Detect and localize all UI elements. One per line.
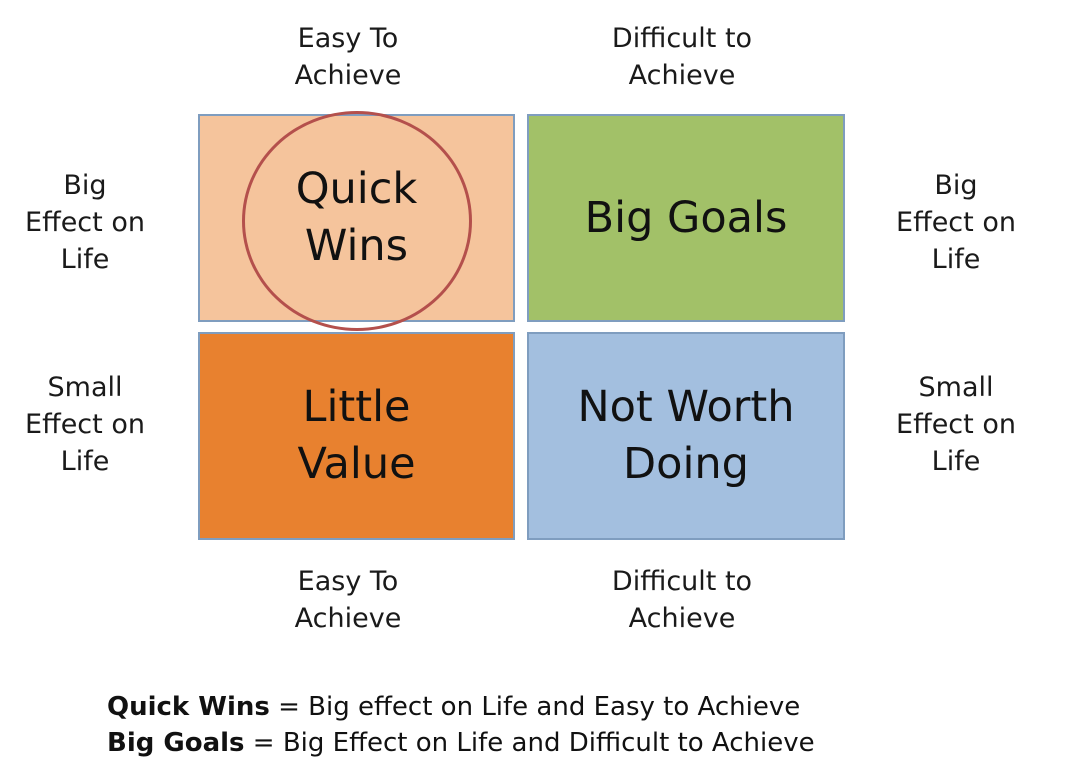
column-label-line: Achieve bbox=[294, 60, 402, 91]
column-label-line: Easy To bbox=[297, 23, 399, 54]
quadrant-not-worth-doing: Not Worth Doing bbox=[527, 332, 845, 540]
quadrant-title-line: Doing bbox=[623, 439, 749, 489]
row-label-left-bottom: Small Effect on Life bbox=[5, 369, 165, 480]
row-label-line: Effect on bbox=[896, 409, 1016, 440]
row-label-right-bottom: Small Effect on Life bbox=[876, 369, 1036, 480]
legend-term: Big Goals bbox=[107, 728, 245, 758]
legend-definition: = Big Effect on Life and Difficult to Ac… bbox=[244, 728, 815, 758]
column-label-line: Difficult to bbox=[611, 23, 753, 54]
quadrant-title-line: Big Goals bbox=[584, 192, 788, 243]
column-label-line: Achieve bbox=[628, 60, 736, 91]
row-label-line: Effect on bbox=[896, 207, 1016, 238]
quadrant-title: Not Worth Doing bbox=[577, 379, 794, 493]
quadrant-little-value: Little Value bbox=[198, 332, 515, 540]
column-label-line: Achieve bbox=[294, 603, 402, 634]
quadrant-title: Little Value bbox=[297, 379, 415, 493]
column-label-top-right: Difficult to Achieve bbox=[562, 20, 802, 94]
row-label-line: Small bbox=[47, 372, 123, 403]
row-label-line: Life bbox=[60, 244, 110, 275]
column-label-line: Easy To bbox=[297, 566, 399, 597]
row-label-right-top: Big Effect on Life bbox=[876, 167, 1036, 278]
row-label-line: Effect on bbox=[25, 207, 145, 238]
column-label-line: Achieve bbox=[628, 603, 736, 634]
quadrant-title-line: Little bbox=[302, 382, 411, 432]
legend-line-quick-wins: Quick Wins = Big effect on Life and Easy… bbox=[107, 689, 800, 725]
row-label-line: Life bbox=[931, 244, 981, 275]
legend-term: Quick Wins bbox=[107, 692, 270, 722]
row-label-line: Small bbox=[918, 372, 994, 403]
column-label-bottom-right: Difficult to Achieve bbox=[562, 563, 802, 637]
row-label-line: Big bbox=[63, 170, 107, 201]
highlight-circle bbox=[242, 111, 472, 331]
column-label-line: Difficult to bbox=[611, 566, 753, 597]
quadrant-title-line: Not Worth bbox=[577, 382, 795, 432]
column-label-bottom-left: Easy To Achieve bbox=[248, 563, 448, 637]
row-label-left-top: Big Effect on Life bbox=[5, 167, 165, 278]
row-label-line: Life bbox=[931, 446, 981, 477]
row-label-line: Life bbox=[60, 446, 110, 477]
row-label-line: Effect on bbox=[25, 409, 145, 440]
legend-definition: = Big effect on Life and Easy to Achieve bbox=[269, 692, 801, 722]
row-label-line: Big bbox=[934, 170, 978, 201]
column-label-top-left: Easy To Achieve bbox=[248, 20, 448, 94]
quadrant-title: Big Goals bbox=[585, 190, 788, 247]
legend-line-big-goals: Big Goals = Big Effect on Life and Diffi… bbox=[107, 725, 815, 761]
quadrant-title-line: Value bbox=[297, 439, 416, 489]
quadrant-big-goals: Big Goals bbox=[527, 114, 845, 322]
